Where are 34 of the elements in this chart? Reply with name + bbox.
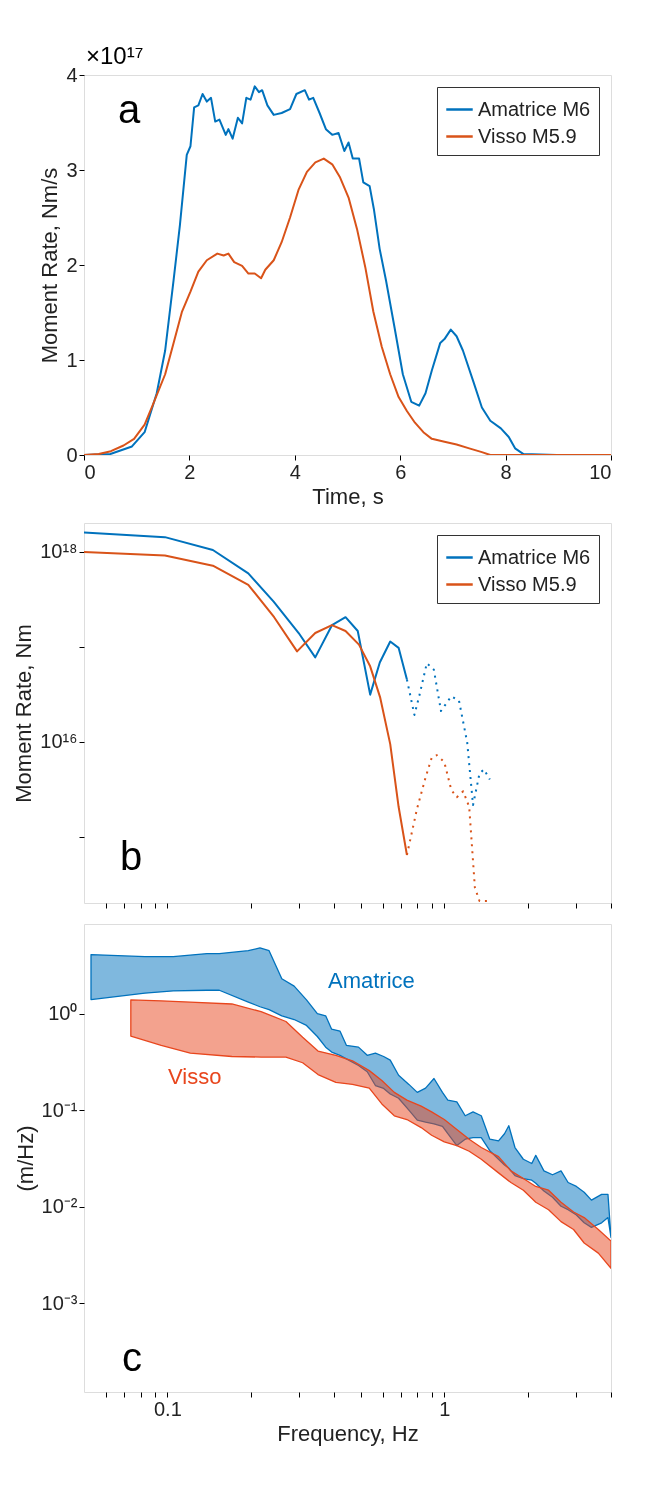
line-series (84, 157, 611, 455)
annotation: a (118, 87, 141, 131)
x-tick-label: 0.1 (153, 1397, 182, 1420)
y-axis-title: Moment Rate, Nm/s (37, 167, 63, 364)
legend-label: Amatrice M6 (478, 545, 591, 568)
y-tick-label: 0 (66, 443, 78, 466)
x-tick-label: 6 (395, 460, 407, 483)
y-tick-label: 2 (66, 253, 78, 276)
x-tick-label: 8 (500, 460, 512, 483)
y-axis-title: Moment Rate, Nm (11, 624, 37, 803)
x-tick-label: 2 (184, 460, 196, 483)
x-tick-label: 0 (84, 460, 96, 483)
x-axis-title: Time, s (312, 483, 384, 509)
y-tick-label: 10⁻³ (41, 1291, 78, 1314)
legend-label: Visso (168, 1064, 222, 1089)
annotation: c (122, 1335, 142, 1379)
legend-label: Visso M5.9 (478, 124, 577, 147)
y-tick-label: 3 (66, 158, 78, 181)
legend-label: Amatrice (328, 968, 415, 993)
y-axis-title: (m/Hz) (12, 1125, 38, 1192)
y-tick-label: 10¹⁶ (40, 730, 78, 753)
text: ×10¹⁷ (86, 42, 144, 69)
legend-label: Visso M5.9 (478, 572, 577, 595)
y-tick-label: 10⁰ (48, 1002, 78, 1025)
x-tick-label: 4 (289, 460, 301, 483)
x-axis-title: Frequency, Hz (277, 1420, 419, 1446)
y-tick-label: 4 (66, 63, 78, 86)
y-tick-label: 10⁻¹ (41, 1098, 78, 1121)
y-tick-label: 10¹⁸ (40, 540, 78, 563)
x-tick-label: 10 (589, 460, 612, 483)
y-tick-label: 10⁻² (41, 1195, 78, 1218)
annotation: b (120, 834, 143, 878)
legend-label: Amatrice M6 (478, 97, 591, 120)
y-tick-label: 1 (66, 348, 78, 371)
